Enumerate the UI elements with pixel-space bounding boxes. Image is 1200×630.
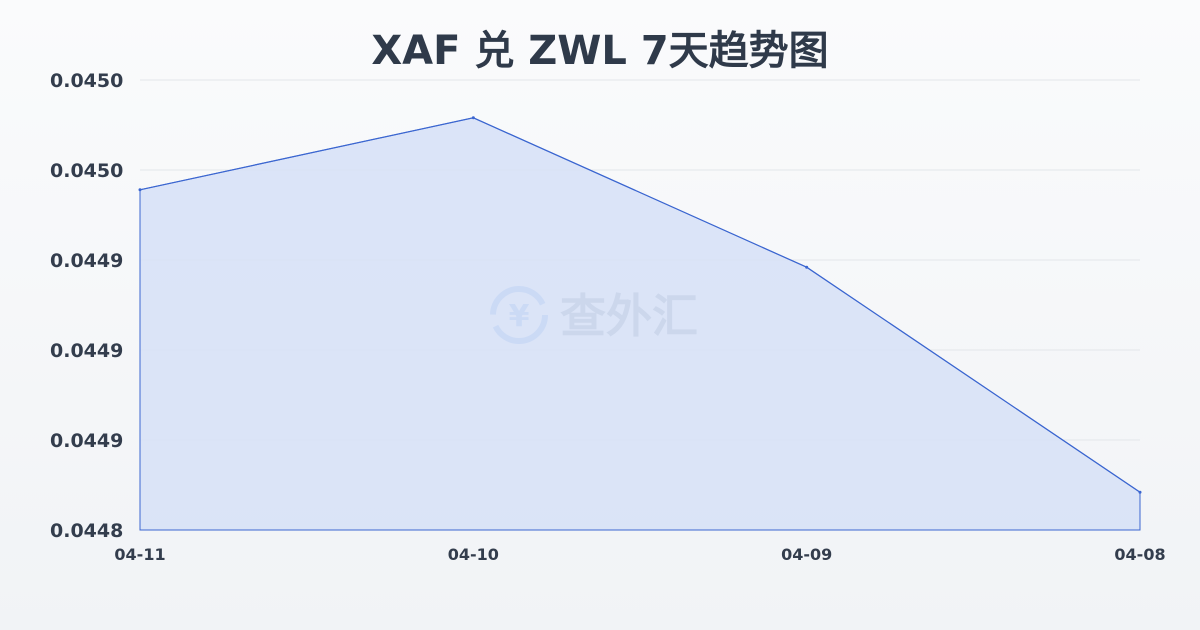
y-tick-label: 0.0450: [50, 160, 123, 182]
y-tick-label: 0.0448: [50, 520, 123, 542]
x-tick-label: 04-09: [781, 545, 832, 564]
series-line: [139, 117, 1141, 493]
y-tick-label: 0.0450: [50, 70, 123, 92]
chart-title: XAF 兑 ZWL 7天趋势图: [371, 28, 829, 74]
x-tick-label: 04-10: [448, 545, 499, 564]
x-tick-label: 04-11: [114, 545, 165, 564]
y-tick-label: 0.0449: [50, 430, 123, 452]
x-tick-label: 04-08: [1114, 545, 1165, 564]
y-tick-label: 0.0449: [50, 340, 123, 362]
data-point: [138, 188, 142, 192]
data-point: [1138, 490, 1142, 494]
data-point: [471, 116, 475, 120]
y-tick-label: 0.0449: [50, 250, 123, 272]
data-point: [805, 265, 809, 269]
area-fill: [139, 117, 1141, 531]
